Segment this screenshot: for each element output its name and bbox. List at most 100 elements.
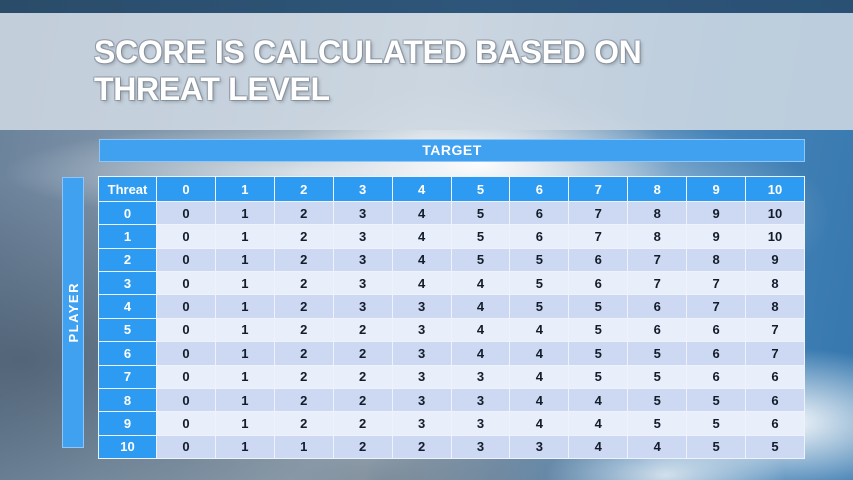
score-cell: 2 [332,434,393,460]
row-header: 3 [98,271,157,296]
score-cell: 0 [156,200,216,226]
score-cell: 3 [509,434,570,460]
score-cell: 8 [627,224,688,249]
score-cell: 5 [568,341,629,366]
score-cell: 3 [332,224,393,249]
row-header: 7 [98,364,157,389]
row-header: 4 [98,294,157,319]
score-cell: 5 [509,294,570,319]
score-cell: 5 [450,247,511,273]
column-header: 5 [450,176,511,202]
title-line-2: THREAT LEVEL [94,71,330,107]
score-cell: 0 [156,364,216,389]
score-cell: 3 [391,341,452,366]
score-cell: 1 [214,317,275,343]
score-cell: 1 [273,434,334,460]
column-header: 4 [391,176,452,202]
score-cell: 6 [686,364,747,389]
score-cell: 2 [273,317,334,343]
row-header: 10 [98,434,157,460]
column-header: 9 [686,176,747,202]
score-cell: 7 [568,200,629,226]
score-cell: 7 [745,341,805,366]
score-cell: 1 [214,387,275,413]
score-cell: 3 [391,317,452,343]
score-cell: 0 [156,411,216,436]
score-cell: 8 [686,247,747,273]
score-cell: 2 [332,364,393,389]
score-cell: 2 [273,387,334,413]
score-cell: 2 [332,341,393,366]
score-cell: 3 [450,434,511,460]
score-cell: 4 [568,387,629,413]
column-header: 6 [509,176,570,202]
score-cell: 4 [509,411,570,436]
score-cell: 4 [509,364,570,389]
score-cell: 2 [273,200,334,226]
score-table: Threat 0 1 2 3 4 5 6 7 8 9 10 0 0 1 2 3 4 5 6 7 8 9 10 1 0 1 2 3 4 5… [98,176,805,460]
score-cell: 2 [273,294,334,319]
column-header: 8 [627,176,688,202]
score-cell: 5 [686,434,747,460]
score-cell: 9 [745,247,805,273]
table-row: 0 0 1 2 3 4 5 6 7 8 9 10 [98,200,805,226]
score-cell: 5 [686,387,747,413]
score-cell: 3 [391,387,452,413]
score-cell: 4 [509,387,570,413]
score-cell: 3 [391,294,452,319]
score-table-body: 0 0 1 2 3 4 5 6 7 8 9 10 1 0 1 2 3 4 5 6 7 8 9 10 2 0 1 2 3 4 5 5 6 7 8 9 3 0… [98,200,805,460]
score-cell: 0 [156,317,216,343]
score-cell: 2 [273,224,334,249]
score-cell: 7 [627,247,688,273]
score-cell: 4 [568,434,629,460]
column-header: 7 [568,176,629,202]
score-cell: 5 [509,271,570,296]
score-cell: 1 [214,294,275,319]
score-cell: 0 [156,247,216,273]
score-cell: 3 [332,247,393,273]
score-cell: 7 [568,224,629,249]
score-cell: 2 [332,411,393,436]
score-cell: 4 [391,224,452,249]
score-cell: 3 [450,387,511,413]
score-cell: 5 [745,434,805,460]
title-band: SCORE IS CALCULATED BASED ON THREAT LEVE… [0,13,853,130]
score-cell: 2 [273,411,334,436]
score-cell: 1 [214,364,275,389]
column-header: 1 [214,176,275,202]
score-cell: 1 [214,271,275,296]
column-header: 10 [745,176,805,202]
score-cell: 6 [627,317,688,343]
score-cell: 8 [745,294,805,319]
row-header: 2 [98,247,157,273]
score-cell: 8 [627,200,688,226]
score-cell: 6 [745,411,805,436]
score-cell: 3 [332,294,393,319]
score-cell: 4 [450,341,511,366]
score-cell: 1 [214,224,275,249]
score-cell: 6 [627,294,688,319]
score-cell: 5 [568,364,629,389]
score-cell: 6 [686,317,747,343]
score-cell: 3 [450,411,511,436]
column-header: 3 [332,176,393,202]
score-cell: 3 [332,271,393,296]
column-header: 2 [273,176,334,202]
score-cell: 10 [745,224,805,249]
score-cell: 4 [568,411,629,436]
score-cell: 3 [332,200,393,226]
score-cell: 2 [391,434,452,460]
score-cell: 1 [214,247,275,273]
score-cell: 5 [509,247,570,273]
score-cell: 0 [156,387,216,413]
score-cell: 0 [156,224,216,249]
score-cell: 4 [391,200,452,226]
score-cell: 5 [627,341,688,366]
score-cell: 7 [686,271,747,296]
table-row: 1 0 1 2 3 4 5 6 7 8 9 10 [98,224,805,249]
score-cell: 4 [627,434,688,460]
score-cell: 9 [686,200,747,226]
